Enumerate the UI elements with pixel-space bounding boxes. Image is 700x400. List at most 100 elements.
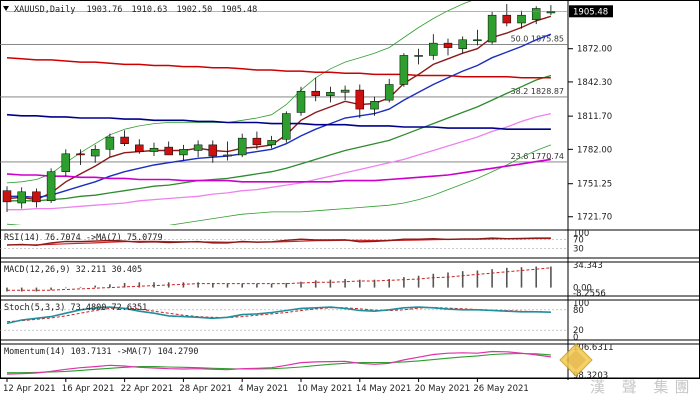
- bearish-candle-body: [76, 153, 85, 156]
- bullish-candle-body: [90, 149, 100, 157]
- moving-average-line: [7, 33, 552, 199]
- date-tick-label: 14 May 2021: [356, 384, 411, 394]
- moving-average-line: [6, 15, 552, 201]
- bearish-candle-body: [208, 144, 218, 157]
- date-tick-label: 4 May 2021: [238, 384, 288, 394]
- bearish-candle-body: [2, 190, 12, 203]
- bullish-candle-body: [105, 136, 115, 150]
- bullish-candle-body: [326, 92, 335, 96]
- momentum-line: [6, 350, 551, 375]
- ohlc-close: 1905.48: [221, 5, 257, 15]
- collapse-triangle-icon[interactable]: [3, 6, 9, 11]
- macd-label: MACD(12,26,9) 32.211 30.405: [4, 265, 142, 275]
- date-tick-label: 26 May 2021: [473, 384, 528, 394]
- bullish-candle-body: [399, 55, 409, 85]
- indicator-axis-label: -8.2556: [573, 289, 606, 299]
- bullish-candle-body: [296, 90, 306, 113]
- symbol-label: XAUUSD,Daily: [14, 5, 75, 15]
- momentum-label: Momentum(14) 103.7131 ->MA(7) 104.2790: [4, 347, 198, 357]
- rsi-frame: [0, 229, 700, 259]
- last-price-label: 1905.48: [573, 7, 608, 17]
- stoch-frame: [0, 299, 700, 341]
- bullish-candle-body: [473, 39, 482, 42]
- indicator-axis-label: 100: [573, 229, 589, 239]
- indicator-axis-label: 106.6311: [573, 343, 614, 353]
- macd-frame: [0, 261, 700, 297]
- date-tick-label: 22 Apr 2021: [121, 384, 174, 394]
- bollinger-upper-line: [6, 1, 472, 184]
- date-axis: 12 Apr 2021 16 Apr 2021 22 Apr 2021 28 Apr …: [3, 378, 529, 394]
- price-tick-label: 1842.30: [577, 78, 612, 88]
- bearish-candle-body: [32, 191, 41, 203]
- indicator-axis-label: 70: [573, 236, 584, 246]
- bullish-candle-body: [179, 149, 188, 156]
- moving-average-line: [6, 158, 552, 183]
- watermark-text: 漢 聲 集團: [590, 378, 696, 396]
- date-tick-label: 20 May 2021: [415, 384, 470, 394]
- bullish-candle-body: [414, 55, 423, 57]
- bullish-candle-body: [487, 14, 497, 43]
- date-tick-label: 16 Apr 2021: [62, 384, 115, 394]
- bullish-candle-body: [429, 42, 438, 56]
- price-tick-label: 1751.25: [577, 180, 612, 190]
- moving-averages: [6, 1, 552, 225]
- bullish-candle-body: [223, 154, 232, 157]
- moving-average-line: [6, 113, 551, 130]
- rsi-line: [6, 237, 551, 247]
- fib-level-label: 23.6 1770.74: [511, 152, 564, 161]
- stoch-d-line: [6, 306, 551, 323]
- indicator-axis-label: 100: [573, 299, 589, 309]
- bullish-candle-body: [458, 39, 467, 49]
- bullish-candle-body: [267, 140, 276, 146]
- fib-level-label: 38.2 1828.87: [511, 87, 564, 96]
- macd-signal-line: [7, 267, 551, 291]
- chart-header: XAUUSD,Daily 1903.76 1910.63 1902.50 190…: [14, 5, 257, 15]
- candles: [2, 4, 556, 212]
- ohlc-low: 1902.50: [176, 5, 212, 15]
- date-tick-label: 28 Apr 2021: [179, 384, 232, 394]
- bullish-candle-body: [61, 153, 71, 172]
- diamond-logo-icon: [559, 343, 593, 377]
- price-tick-label: 1782.00: [577, 145, 612, 155]
- bullish-candle-body: [149, 147, 159, 152]
- indicator-axis-label: 30: [573, 244, 584, 254]
- moving-average-line: [7, 74, 552, 202]
- bearish-candle-body: [252, 137, 262, 146]
- rsi-label: RSI(14) 76.7074 ->MA(7) 75.0779: [4, 233, 163, 243]
- bullish-candle-body: [17, 191, 26, 204]
- price-axis: 1872.00 1842.30 1811.70 1782.00 1751.25 1721.…: [6, 5, 613, 223]
- moving-average-line: [7, 112, 552, 211]
- price-tick-label: 1721.70: [577, 213, 612, 223]
- bullish-candle-body: [193, 144, 203, 151]
- moving-average-line: [6, 56, 551, 79]
- bullish-candle-body: [370, 101, 379, 110]
- indicator-axis-label: 20: [573, 326, 584, 336]
- macd-pane: MACD(12,26,9) 32.211 30.405 34.343 0.00-8.…: [0, 261, 700, 299]
- indicator-axis-label: 0: [573, 333, 578, 343]
- indicator-axis-label: 80: [573, 306, 584, 316]
- bearish-candle-body: [135, 144, 144, 152]
- last-price-box: [569, 5, 613, 18]
- price-tick-label: 1872.00: [577, 45, 612, 55]
- bullish-candle-body: [384, 84, 394, 101]
- bullish-candle-body: [46, 171, 56, 202]
- date-tick-label: 10 May 2021: [297, 384, 352, 394]
- price-tick-label: 1811.70: [577, 112, 612, 122]
- ohlc-high: 1910.63: [132, 5, 168, 15]
- bearish-candle-body: [502, 14, 512, 24]
- indicator-axis-label: 34.343: [573, 261, 603, 271]
- bullish-candle-body: [546, 11, 556, 14]
- date-tick-label: 12 Apr 2021: [3, 384, 56, 394]
- bearish-candle-body: [311, 90, 320, 96]
- bearish-candle-body: [164, 146, 173, 156]
- bearish-candle-body: [120, 136, 129, 144]
- bearish-candle-body: [355, 89, 365, 110]
- bullish-candle-body: [517, 14, 526, 24]
- bearish-candle-body: [443, 42, 453, 48]
- indicator-axis-label: 0.00: [573, 284, 592, 294]
- bullish-candle-body: [531, 8, 541, 20]
- bollinger-lower-line: [6, 144, 552, 225]
